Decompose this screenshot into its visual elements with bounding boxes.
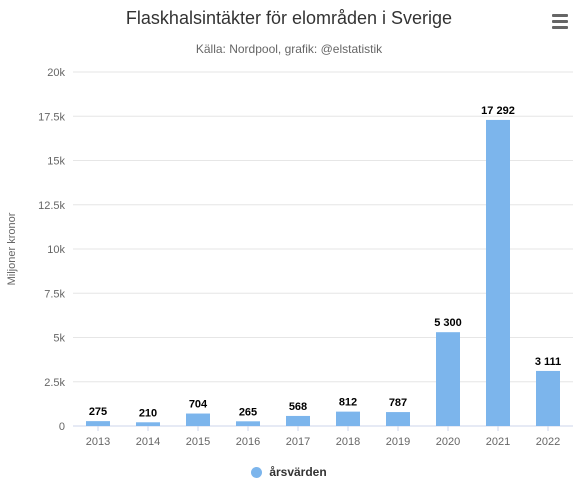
y-tick-label: 12.5k: [38, 200, 65, 212]
bar: [386, 412, 410, 426]
x-tick-label: 2019: [386, 436, 410, 448]
data-label: 787: [389, 397, 407, 409]
data-label: 210: [139, 407, 157, 419]
legend-item-series[interactable]: årsvärden: [251, 465, 327, 479]
data-label: 5 300: [434, 317, 462, 329]
chart-title: Flaskhalsintäkter för elområden i Sverig…: [125, 8, 453, 28]
data-label: 704: [189, 399, 208, 411]
y-tick-label: 15k: [47, 156, 65, 168]
data-label: 568: [289, 401, 307, 413]
data-label: 265: [239, 406, 257, 418]
data-label: 3 111: [535, 356, 561, 368]
data-label: 17 292: [481, 105, 515, 117]
bar: [86, 421, 110, 426]
bar: [236, 421, 260, 426]
y-axis-title: Miljoner kronor: [6, 212, 18, 285]
x-tick-label: 2016: [236, 436, 260, 448]
legend: årsvärden: [0, 465, 578, 481]
legend-marker: [251, 466, 263, 478]
bar: [336, 411, 360, 426]
hamburger-menu-icon[interactable]: [548, 14, 572, 34]
y-tick-label: 5k: [53, 333, 65, 345]
bar: [486, 119, 510, 426]
bar: [536, 370, 560, 426]
y-tick-label: 7.5k: [44, 288, 65, 300]
y-tick-label: 2.5k: [44, 377, 65, 389]
x-tick-label: 2013: [86, 436, 110, 448]
data-label: 812: [339, 397, 357, 409]
data-label: 275: [89, 406, 107, 418]
y-tick-label: 0: [59, 421, 65, 433]
x-tick-label: 2020: [436, 436, 460, 448]
x-tick-label: 2018: [336, 436, 360, 448]
legend-label: årsvärden: [269, 465, 327, 479]
y-tick-label: 20k: [47, 67, 65, 79]
bar: [136, 422, 160, 426]
bar: [436, 332, 460, 426]
x-tick-label: 2015: [186, 436, 210, 448]
bar: [186, 413, 210, 426]
x-tick-label: 2017: [286, 436, 310, 448]
y-tick-label: 17.5k: [38, 111, 65, 123]
bar: [286, 415, 310, 426]
chart-subtitle: Källa: Nordpool, grafik: @elstatistik: [195, 42, 383, 56]
x-tick-label: 2022: [536, 436, 560, 448]
x-tick-label: 2014: [136, 436, 160, 448]
y-tick-label: 10k: [47, 244, 65, 256]
x-tick-label: 2021: [486, 436, 510, 448]
